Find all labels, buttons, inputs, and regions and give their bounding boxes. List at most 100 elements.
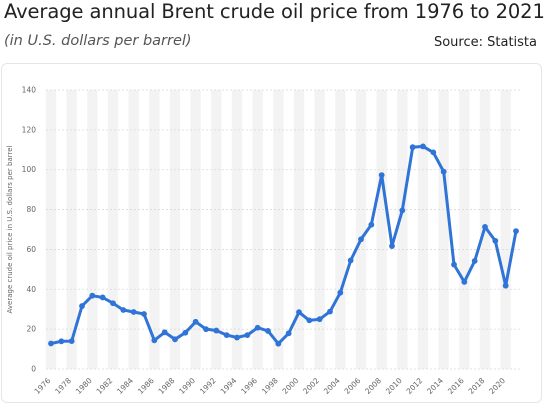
year-bands: [45, 90, 511, 369]
data-point[interactable]: [368, 221, 375, 228]
data-point[interactable]: [420, 143, 426, 150]
data-point[interactable]: [451, 261, 457, 268]
data-point[interactable]: [48, 340, 54, 347]
data-points: [48, 143, 519, 347]
data-point[interactable]: [58, 338, 65, 345]
year-band: [252, 90, 263, 369]
y-tick-label: 120: [22, 125, 37, 134]
x-tick-label: 2018: [467, 376, 487, 396]
data-point[interactable]: [203, 326, 209, 333]
data-point[interactable]: [213, 327, 220, 334]
x-tick-label: 1986: [136, 376, 156, 396]
data-point[interactable]: [461, 279, 468, 285]
data-point[interactable]: [296, 309, 302, 316]
x-tick-label: 1980: [74, 376, 94, 396]
year-band: [417, 90, 429, 369]
y-tick-label: 20: [26, 325, 36, 334]
year-band: [335, 90, 346, 369]
x-tick-label: 2006: [343, 376, 363, 396]
data-point[interactable]: [347, 257, 354, 264]
data-point[interactable]: [285, 330, 292, 337]
x-tick-label: 1992: [198, 376, 218, 396]
data-point[interactable]: [130, 309, 137, 315]
source-label: Source: Statista: [433, 35, 537, 50]
x-tick-label: 1982: [95, 376, 115, 396]
y-axis-ticks: 0 20 40 60 80 100 120 140: [22, 86, 37, 374]
data-point[interactable]: [151, 337, 158, 344]
year-band: [231, 90, 243, 369]
year-band: [107, 90, 119, 369]
data-point[interactable]: [389, 243, 395, 249]
data-point[interactable]: [223, 332, 230, 339]
series-line: [49, 144, 518, 346]
year-band: [293, 90, 305, 369]
year-band: [169, 90, 181, 369]
data-point[interactable]: [430, 149, 437, 156]
y-tick-label: 60: [26, 245, 36, 254]
data-point[interactable]: [120, 307, 127, 313]
x-tick-label: 1984: [115, 376, 135, 396]
data-point[interactable]: [471, 258, 478, 264]
x-tick-label: 2008: [363, 376, 383, 396]
data-point[interactable]: [172, 336, 178, 343]
year-band: [66, 90, 77, 369]
x-tick-label: 1996: [239, 376, 259, 396]
x-tick-label: 1988: [157, 376, 177, 396]
year-band: [355, 90, 367, 369]
data-point[interactable]: [513, 228, 519, 234]
data-point[interactable]: [182, 329, 189, 336]
year-band: [273, 90, 284, 369]
data-point[interactable]: [492, 237, 499, 244]
data-point[interactable]: [306, 317, 313, 324]
data-point[interactable]: [244, 332, 251, 339]
data-point[interactable]: [254, 324, 261, 331]
x-tick-label: 1976: [33, 376, 53, 396]
x-tick-label: 1990: [177, 376, 197, 396]
year-band: [149, 90, 160, 369]
year-band: [500, 90, 511, 369]
data-point[interactable]: [141, 311, 147, 317]
data-point[interactable]: [409, 144, 416, 151]
data-point[interactable]: [265, 328, 271, 334]
year-band: [87, 90, 98, 369]
data-point[interactable]: [316, 316, 323, 323]
data-point[interactable]: [192, 318, 199, 325]
y-tick-label: 0: [31, 365, 36, 374]
year-band: [45, 90, 57, 369]
chart-title: Average annual Brent crude oil price fro…: [4, 0, 544, 23]
x-tick-label: 2010: [384, 376, 404, 396]
x-tick-label: 2012: [405, 376, 425, 396]
data-point[interactable]: [89, 292, 96, 299]
year-band: [397, 90, 408, 369]
data-point[interactable]: [502, 282, 509, 289]
data-point[interactable]: [68, 338, 75, 344]
x-tick-label: 2002: [301, 376, 321, 396]
year-band: [376, 90, 387, 369]
year-band: [314, 90, 325, 369]
x-tick-label: 1994: [219, 376, 239, 396]
x-tick-label: 2014: [425, 376, 445, 396]
data-point[interactable]: [79, 303, 85, 309]
data-point[interactable]: [110, 300, 116, 307]
data-point[interactable]: [337, 289, 344, 296]
data-point[interactable]: [482, 224, 488, 230]
x-tick-label: 2020: [487, 376, 507, 396]
data-point[interactable]: [358, 236, 364, 243]
data-point[interactable]: [378, 172, 385, 178]
data-point[interactable]: [99, 294, 106, 301]
x-tick-label: 1998: [260, 376, 280, 396]
data-point[interactable]: [161, 329, 168, 336]
data-point[interactable]: [234, 334, 240, 341]
data-point[interactable]: [440, 168, 447, 175]
chart-subtitle: (in U.S. dollars per barrel): [4, 33, 192, 49]
y-tick-label: 40: [26, 285, 36, 294]
y-tick-label: 140: [22, 86, 37, 95]
x-tick-label: 1978: [53, 376, 73, 396]
y-tick-label: 100: [22, 165, 37, 174]
x-tick-label: 2004: [322, 376, 342, 396]
data-point[interactable]: [275, 340, 282, 347]
x-tick-label: 2000: [281, 376, 301, 396]
data-point[interactable]: [327, 308, 333, 315]
data-point[interactable]: [399, 207, 406, 214]
